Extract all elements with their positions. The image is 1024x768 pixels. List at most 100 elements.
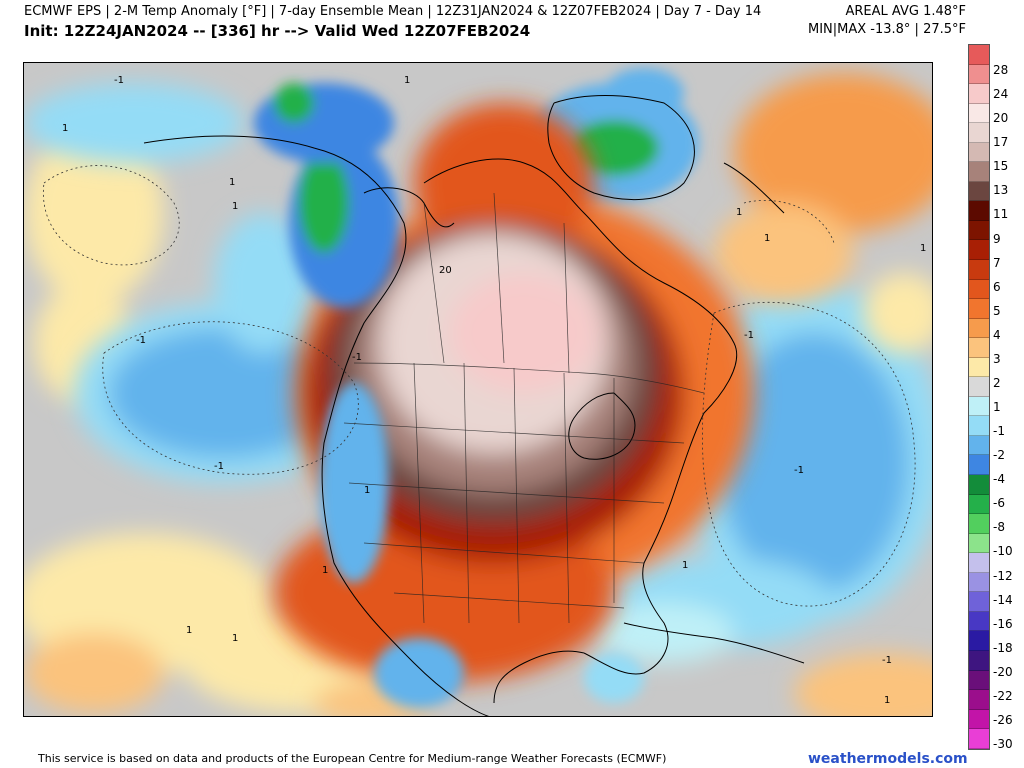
colorbar-swatch: [969, 299, 989, 319]
colorbar-swatch: [969, 455, 989, 476]
ecmwf-attribution: This service is based on data and produc…: [38, 752, 667, 765]
colorbar-swatch: [969, 709, 989, 730]
colorbar-swatch: [969, 396, 989, 417]
colorbar-tick-label: -4: [993, 472, 1005, 487]
contour-label: -1: [136, 335, 146, 346]
colorbar-swatch: [969, 123, 989, 143]
colorbar-swatch: [969, 201, 989, 221]
colorbar-tick-label: 3: [993, 351, 1001, 366]
colorbar-tick-label: 11: [993, 207, 1009, 222]
pacific-cold-pool: [24, 83, 374, 483]
state-boundaries: [343, 192, 705, 624]
pacific-warm-field: [24, 123, 424, 713]
contour-label: -1: [214, 461, 224, 472]
contour-label: -1: [352, 352, 362, 363]
contour-label: -1: [114, 75, 124, 86]
coastlines: [143, 95, 805, 716]
colorbar-swatch: [969, 318, 989, 339]
contour-label: -1: [794, 465, 804, 476]
colorbar-tick-label: -22: [993, 688, 1013, 703]
colorbar-swatch: [969, 64, 989, 85]
contour-label: 1: [884, 695, 890, 706]
contour-label: 20: [439, 265, 452, 276]
atlantic-cold-pool: [594, 283, 932, 663]
contour-label: 1: [232, 633, 238, 644]
colorbar-tick-label: -30: [993, 737, 1013, 751]
contour-label: 1: [736, 207, 742, 218]
init-valid-line: Init: 12Z24JAN2024 -- [336] hr --> Valid…: [24, 22, 531, 40]
colorbar-swatch: [969, 279, 989, 300]
europe-warm: [714, 73, 932, 716]
colorbar-tick-label: -16: [993, 616, 1013, 631]
contour-label: -1: [744, 330, 754, 341]
colorbar-tick-label: 28: [993, 63, 1009, 77]
colorbar-tick-label: -20: [993, 664, 1013, 679]
colorbar-swatch: [969, 611, 989, 632]
colorbar-swatch: [969, 416, 989, 436]
colorbar-swatch: [969, 690, 989, 710]
contour-label: 1: [682, 560, 688, 571]
colorbar-swatch: [969, 729, 989, 749]
contour-label: 1: [186, 625, 192, 636]
color-scale-bar: [968, 44, 990, 750]
colorbar-tick-label: 13: [993, 183, 1009, 198]
contour-label: 1: [404, 75, 410, 86]
colorbar-swatch: [969, 45, 989, 65]
colorbar-swatch: [969, 475, 989, 495]
contour-label: 1: [232, 201, 238, 212]
colorbar-swatch: [969, 514, 989, 534]
map-title: ECMWF EPS | 2-M Temp Anomaly [°F] | 7-da…: [24, 4, 762, 19]
colorbar-tick-label: 6: [993, 279, 1001, 294]
contour-label: 1: [229, 177, 235, 188]
colorbar-swatch: [969, 670, 989, 691]
colorbar-tick-label: -2: [993, 448, 1005, 463]
colorbar-swatch: [969, 103, 989, 124]
colorbar-swatch: [969, 533, 989, 554]
colorbar-tick-label: -26: [993, 712, 1013, 727]
colorbar-swatch: [969, 240, 989, 261]
colorbar-swatch: [969, 84, 989, 104]
contour-label: 1: [364, 485, 370, 496]
colorbar-swatch: [969, 142, 989, 163]
colorbar-tick-label: 20: [993, 111, 1009, 126]
temperature-anomaly-map: -1 -1 -1 -1 -1 1 1 1 20 -1 -1 1 1 1 1 1 …: [23, 62, 933, 717]
colorbar-swatch: [969, 357, 989, 378]
colorbar-swatch: [969, 181, 989, 202]
contour-lines: [42, 165, 916, 607]
colorbar-tick-label: -8: [993, 520, 1005, 535]
colorbar-swatch: [969, 220, 989, 241]
colorbar-tick-label: 1: [993, 400, 1001, 414]
colorbar-swatch: [969, 592, 989, 612]
colorbar-tick-label: -6: [993, 496, 1005, 511]
contour-label: 1: [322, 565, 328, 576]
colorbar-swatch: [969, 338, 989, 358]
colorbar-tick-label: 5: [993, 303, 1001, 318]
colorbar-tick-label: 4: [993, 327, 1001, 342]
contour-label: 1: [764, 233, 770, 244]
contour-label: 1: [920, 243, 926, 254]
colorbar-tick-label: -12: [993, 568, 1013, 583]
colorbar-tick-label: -18: [993, 640, 1013, 655]
colorbar-tick-label: 15: [993, 159, 1009, 174]
colorbar-tick-label: 7: [993, 255, 1001, 270]
colorbar-swatch: [969, 631, 989, 651]
colorbar-tick-label: 17: [993, 135, 1009, 150]
colorbar-swatch: [969, 494, 989, 515]
contour-label-group: -1 -1 -1 -1 -1 1 1 1 20 -1 -1 1 1 1 1 1 …: [62, 75, 926, 706]
colorbar-swatch: [969, 553, 989, 573]
colorbar-tick-label: 2: [993, 375, 1001, 390]
colorbar-swatch: [969, 650, 989, 671]
colorbar-tick-label: 9: [993, 231, 1001, 246]
colorbar-swatch: [969, 162, 989, 182]
colorbar-tick-label: -10: [993, 544, 1013, 559]
areal-average: AREAL AVG 1.48°F: [845, 4, 967, 19]
min-max-values: MIN|MAX -13.8° | 27.5°F: [807, 22, 966, 37]
colorbar-swatch: [969, 260, 989, 280]
brand-link[interactable]: weathermodels.com: [808, 751, 968, 767]
colorbar-swatch: [969, 435, 989, 456]
colorbar-tick-label: -14: [993, 592, 1013, 607]
contour-label: -1: [882, 655, 892, 666]
colorbar-tick-label: 24: [993, 87, 1009, 102]
colorbar-swatch: [969, 377, 989, 397]
colorbar-tick-label: -1: [993, 424, 1005, 439]
